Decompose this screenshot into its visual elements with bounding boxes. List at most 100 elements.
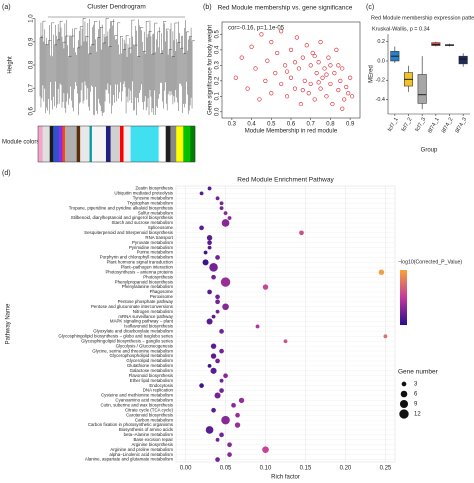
y-tick-label: Glycerophospholipid metabolism	[110, 353, 174, 358]
bubble	[210, 343, 217, 349]
y-tick-label: Pyrimidine metabolism	[129, 245, 174, 250]
point	[332, 70, 337, 76]
x-tick-label: 0.10	[260, 466, 272, 472]
panel-label: (d)	[2, 170, 11, 177]
y-tick-label: Glutathione metabolism	[127, 363, 173, 368]
point	[340, 106, 345, 111]
x-tick-label: 8f74_3	[455, 117, 469, 135]
bubble	[199, 191, 204, 196]
point	[316, 60, 321, 65]
y-tick-label: Galactose metabolism	[130, 368, 174, 373]
point	[302, 78, 307, 83]
point	[296, 66, 301, 71]
y-tick-label: 0.1	[215, 91, 221, 100]
x-tick-label: 0.25	[380, 466, 392, 472]
annotation: Kruskal-Wallis, p = 0.34	[372, 26, 430, 32]
point	[253, 66, 258, 71]
bubble	[207, 240, 212, 246]
point	[292, 60, 298, 65]
y-tick-label: Purine metabolism	[137, 250, 174, 255]
y-tick-label: Endocytosis	[149, 383, 173, 388]
x-tick-label: fcf7_1	[387, 117, 400, 133]
dendrogram	[39, 16, 195, 116]
y-tick-label: Isoflavonoid biosynthesis	[124, 324, 174, 329]
y-tick-label: Pentose and glucuronate interconversions	[91, 304, 174, 309]
y-tick-label: Flavonoid biosynthesis	[129, 373, 174, 378]
bubble	[221, 415, 230, 425]
bubble	[215, 294, 220, 300]
point	[338, 78, 343, 83]
bubble	[262, 284, 269, 290]
y-tick-label: beta−Alanine metabolism	[124, 432, 174, 437]
bubble	[227, 442, 232, 448]
y-tick-label: Plant hormone signal transduction	[107, 260, 174, 265]
module-color	[64, 126, 77, 162]
module-color	[62, 126, 66, 162]
point	[350, 94, 355, 99]
y-tick-label: Pyruvate metabolism	[132, 240, 173, 245]
point	[318, 40, 323, 45]
module-color	[110, 126, 121, 162]
x-tick-label: 0.9	[346, 122, 355, 128]
x-tick-label: 0.15	[300, 466, 312, 472]
point	[275, 50, 280, 56]
point	[245, 86, 250, 91]
bubble	[215, 309, 220, 314]
point	[320, 75, 325, 80]
y-tick-label: Pentose phosphate pathway	[118, 299, 174, 304]
y-tick-label: Stilbenoid, diarylheptanoid and gingerol…	[71, 215, 174, 220]
color-legend-title: −log10(Corrected_P_Value)	[398, 259, 462, 265]
bubble	[299, 230, 304, 236]
point	[269, 40, 274, 45]
y-tick-label: alpha−Linolenic acid metabolism	[109, 452, 173, 457]
annotation: cor=-0.16, p=1.1e-05	[228, 26, 285, 32]
y-tick-label: Glycosphingolipid biosynthesis − globo a…	[58, 333, 173, 338]
x-tick-label: 8f74_1	[427, 117, 441, 135]
bubble	[223, 211, 228, 216]
bubble	[219, 201, 224, 206]
y-tick-label: 0.4	[215, 45, 221, 54]
chart-title: Red Module Enrichment Pathway	[237, 177, 334, 184]
bubble	[211, 274, 216, 280]
module-color	[59, 126, 63, 162]
size-legend-key	[400, 390, 408, 398]
y-tick-label: Glycosphingolipid biosynthesis − ganglio…	[81, 338, 174, 343]
y-tick-label: Arginine biosynthesis	[132, 442, 174, 447]
module-color	[176, 126, 184, 162]
y-tick-label: Glycerolipid metabolism	[126, 358, 173, 363]
y-tick-label: Tropane, piperidine and pyridine alkaloi…	[69, 205, 174, 210]
point	[330, 101, 335, 107]
bubble	[215, 255, 220, 260]
y-tick-label: Phagosome	[150, 289, 174, 294]
point	[284, 69, 290, 74]
module-color	[123, 126, 131, 162]
y-tick-label: MAPK signaling pathway − plant	[110, 319, 174, 324]
bubble	[223, 373, 228, 379]
bubble	[219, 378, 224, 383]
module-color	[89, 126, 93, 162]
point	[348, 75, 353, 80]
point	[279, 29, 284, 34]
point	[328, 81, 333, 87]
y-tick-label: DNA replication	[143, 388, 174, 393]
module-colors-label: Module colors	[2, 140, 39, 146]
point	[312, 53, 317, 59]
y-tick-label: Carotenoid biosynthesis	[126, 412, 174, 417]
y-tick-label: 0.5	[215, 30, 221, 39]
point	[336, 88, 341, 93]
panel-label: (c)	[366, 4, 374, 11]
bubble	[235, 412, 240, 418]
bubble	[209, 263, 218, 272]
bubble	[207, 186, 212, 191]
point	[310, 50, 315, 56]
point	[328, 63, 333, 68]
size-legend-label: 6	[414, 392, 418, 398]
point	[304, 43, 309, 48]
module-color	[91, 126, 107, 162]
module-color	[146, 126, 159, 162]
point	[298, 101, 303, 107]
size-legend-label: 9	[414, 402, 418, 408]
panel-label: (a)	[2, 4, 11, 11]
y-tick-label: Biosynthesis of amino acids	[119, 427, 174, 432]
y-tick-label: 0.7	[29, 83, 35, 92]
